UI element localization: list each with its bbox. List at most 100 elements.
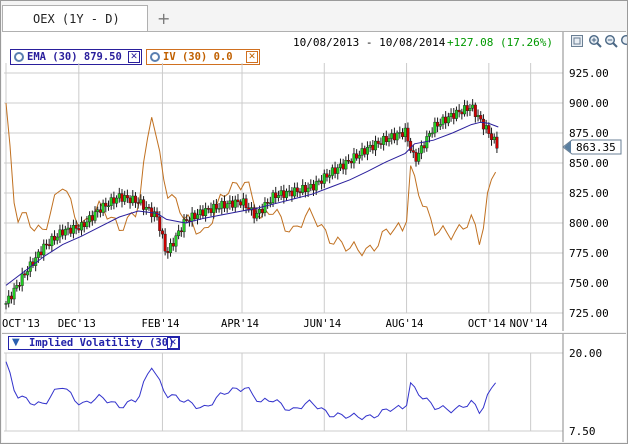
- candle-body: [241, 198, 245, 206]
- candle-body: [430, 132, 434, 135]
- maximize-icon[interactable]: [570, 34, 584, 48]
- candle-body: [390, 133, 394, 139]
- candle-body: [490, 133, 494, 140]
- candle-body: [258, 208, 262, 214]
- price-change: +127.08 (17.26%): [447, 36, 553, 49]
- series-iv-line: [5, 102, 497, 257]
- candle-body: [4, 303, 8, 305]
- candle-body: [47, 244, 51, 247]
- candle-body: [465, 105, 469, 111]
- tab-oex[interactable]: OEX (1Y - D): [2, 5, 148, 32]
- candle-body: [317, 180, 321, 183]
- candle-body: [336, 167, 340, 174]
- candle-body: [15, 285, 19, 289]
- candle-body: [12, 287, 16, 300]
- candle-body: [279, 190, 283, 196]
- candle-body: [365, 147, 369, 155]
- candle-body: [163, 233, 167, 252]
- candle-body: [17, 285, 21, 287]
- candle-body: [328, 175, 332, 178]
- candle-body: [166, 251, 170, 253]
- candle-body: [411, 150, 415, 153]
- candle-body: [333, 167, 337, 174]
- candle-body: [290, 190, 294, 197]
- candle-body: [438, 124, 442, 127]
- candle-body: [376, 140, 380, 144]
- candle-body: [204, 208, 208, 217]
- close-icon[interactable]: ✕: [167, 337, 179, 349]
- candle-body: [452, 113, 456, 119]
- close-icon[interactable]: ✕: [128, 51, 140, 63]
- price-chart-pane[interactable]: [2, 31, 626, 332]
- candle-body: [355, 153, 359, 159]
- candle-body: [260, 208, 264, 213]
- candle-body: [36, 251, 40, 258]
- candle-body: [422, 145, 426, 149]
- candle-body: [325, 173, 329, 178]
- candle-body: [338, 163, 342, 168]
- candle-body: [82, 222, 86, 228]
- candle-body: [133, 195, 137, 203]
- candle-body: [58, 229, 62, 238]
- candle-body: [306, 187, 310, 193]
- candle-body: [274, 192, 278, 198]
- candle-body: [492, 136, 496, 140]
- candle-body: [217, 208, 221, 210]
- radio-icon[interactable]: [150, 52, 160, 62]
- candle-body: [360, 148, 364, 156]
- candle-body: [295, 187, 299, 192]
- candle-body: [125, 195, 129, 199]
- candle-body: [414, 152, 418, 162]
- last-price-marker: [562, 139, 622, 155]
- tab-title: OEX (1Y - D): [33, 12, 120, 26]
- radio-icon[interactable]: [14, 52, 24, 62]
- candle-body: [282, 190, 286, 198]
- candle-body: [468, 108, 472, 111]
- candle-body: [53, 235, 57, 241]
- x-tick-label: OCT'13: [2, 318, 40, 330]
- candle-body: [476, 115, 480, 117]
- legend-iv[interactable]: IV (30) 0.0 ✕: [146, 49, 260, 65]
- candle-body: [266, 202, 270, 204]
- candle-body: [71, 225, 75, 234]
- zoom-in-icon[interactable]: [588, 34, 602, 48]
- candle-body: [93, 211, 97, 221]
- candle-body: [101, 202, 105, 213]
- candle-body: [128, 197, 132, 204]
- candle-body: [301, 185, 305, 193]
- dropdown-arrow-icon[interactable]: ▼: [12, 337, 20, 348]
- indicator-header[interactable]: ▼ Implied Volatility (30) ✕: [8, 336, 180, 350]
- candle-body: [98, 209, 102, 213]
- candle-body: [446, 116, 450, 124]
- y-tick-label: 750.00: [569, 277, 609, 290]
- legend-iv-label: IV (30) 0.0: [163, 51, 233, 63]
- candle-body: [371, 144, 375, 151]
- candle-body: [479, 115, 483, 120]
- x-tick-label: FEB'14: [141, 318, 179, 330]
- candle-body: [347, 160, 351, 162]
- x-tick-label: OCT'14: [468, 318, 506, 330]
- candle-body: [436, 121, 440, 127]
- candle-body: [409, 140, 413, 151]
- candle-body: [287, 190, 291, 193]
- candle-body: [61, 229, 65, 236]
- candle-body: [179, 230, 183, 233]
- candle-body: [303, 185, 307, 193]
- candle-body: [23, 273, 27, 276]
- candle-body: [117, 193, 121, 199]
- legend-ema[interactable]: EMA (30) 879.50 ✕: [10, 49, 142, 65]
- candle-body: [352, 153, 356, 164]
- candle-body: [382, 135, 386, 145]
- close-icon[interactable]: ✕: [246, 51, 258, 63]
- zoom-out-icon[interactable]: [604, 34, 618, 48]
- pan-icon[interactable]: [619, 34, 627, 48]
- y-tick-label: 800.00: [569, 217, 609, 230]
- add-tab-button[interactable]: +: [157, 9, 171, 28]
- candle-body: [268, 202, 272, 204]
- y-tick-label: 900.00: [569, 97, 609, 110]
- candle-body: [193, 212, 197, 219]
- candle-body: [206, 208, 210, 210]
- candle-body: [209, 208, 213, 213]
- candle-body: [425, 136, 429, 149]
